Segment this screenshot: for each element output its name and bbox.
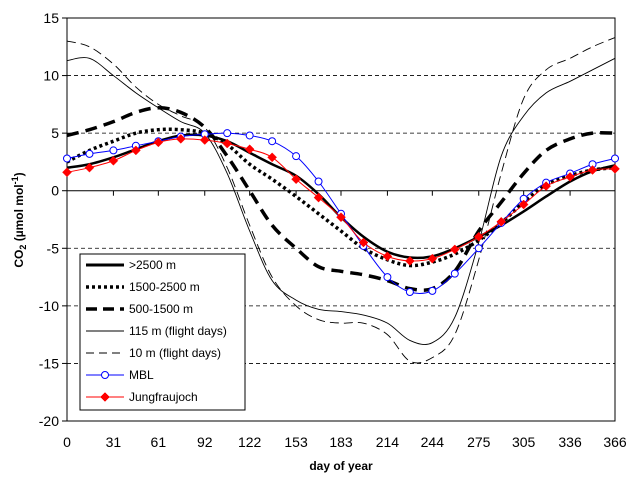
legend-item-1500-2500: 1500-2500 m [86, 280, 200, 294]
jungfraujoch-point [199, 135, 210, 145]
y-axis-title: CO2 (µmol mol-1) [10, 172, 28, 267]
y-tick-label: -20 [39, 413, 59, 429]
x-axis-title: day of year [309, 459, 373, 473]
jungfraujoch-point [291, 174, 301, 185]
jungfraujoch-point [449, 244, 460, 255]
y-tick-label: 5 [51, 125, 59, 141]
legend-marker-mbl [101, 371, 109, 379]
mbl-point [223, 129, 232, 138]
mbl-point [268, 137, 277, 146]
mbl-point [405, 288, 414, 297]
jungfraujoch-point [84, 162, 95, 173]
y-tick-label: -15 [39, 355, 59, 371]
jungfraujoch-point [496, 216, 507, 227]
plot-border [66, 17, 616, 422]
y-axis-title-sup: -1 [10, 176, 20, 184]
x-tick-label: 122 [238, 434, 262, 450]
mbl-point [474, 244, 483, 253]
x-tick-label: 336 [558, 434, 582, 450]
y-axis-title-rest: (µmol mol [12, 184, 26, 244]
jungfraujoch-point [587, 165, 598, 175]
mbl-point [428, 286, 437, 295]
x-tick-label: 153 [284, 434, 308, 450]
x-tick-label: 305 [512, 434, 536, 450]
legend-label-jungfraujoch: Jungfraujoch [129, 390, 198, 404]
jungfraujoch-point [358, 237, 369, 248]
mbl-point [245, 131, 254, 140]
x-tick-label: 92 [197, 434, 213, 450]
jungfraujoch-point [222, 138, 233, 149]
x-tick-label: 0 [63, 434, 71, 450]
legend-item-115m: 115 m (flight days) [86, 324, 227, 338]
y-axis-title-main: CO [12, 250, 26, 268]
y-tick-label: 15 [43, 10, 59, 26]
legend-item-jungfraujoch: Jungfraujoch [86, 390, 198, 404]
y-tick-label: 0 [51, 183, 59, 199]
jungfraujoch-point [610, 163, 620, 174]
y-axis-title-sub: 2 [18, 245, 28, 250]
y-axis-ticks: -20 -15 -10 -5 0 5 10 15 [39, 10, 67, 429]
series-line-3 [66, 57, 616, 345]
series-line-4 [66, 37, 616, 364]
jungfraujoch-point [175, 134, 186, 144]
jungfraujoch-point [541, 181, 551, 191]
mbl-point [611, 154, 619, 163]
y-axis-title-close: ) [12, 172, 26, 176]
x-tick-label: 61 [151, 434, 167, 450]
mbl-point [292, 152, 301, 161]
legend-item-gt2500: >2500 m [86, 258, 176, 272]
legend-label-10m: 10 m (flight days) [129, 346, 221, 360]
jungfraujoch-point [518, 199, 529, 210]
mbl-point [314, 177, 323, 186]
mbl-point [85, 149, 94, 158]
y-tick-label: -5 [47, 240, 60, 256]
x-tick-label: 275 [467, 434, 491, 450]
legend-marker-jungfraujoch [100, 392, 110, 402]
jungfraujoch-point [473, 231, 484, 242]
x-tick-label: 183 [329, 434, 353, 450]
jungfraujoch-point [427, 253, 438, 264]
jungfraujoch-point [108, 155, 119, 166]
x-tick-label: 214 [376, 434, 400, 450]
jungfraujoch-point [267, 152, 277, 163]
legend-box [79, 253, 246, 411]
legend-label-500-1500: 500-1500 m [129, 302, 193, 316]
legend-label-115m: 115 m (flight days) [129, 324, 227, 338]
legend-label-1500-2500: 1500-2500 m [129, 280, 200, 294]
jungfraujoch-point [382, 251, 393, 262]
jungfraujoch-point [313, 192, 324, 203]
jungfraujoch-point [565, 172, 575, 182]
jungfraujoch-point [131, 145, 141, 156]
legend-label-gt2500: >2500 m [129, 258, 176, 272]
legend-item-500-1500: 500-1500 m [86, 302, 193, 316]
y-tick-label: -10 [39, 298, 59, 314]
jungfraujoch-point [153, 137, 164, 148]
mbl-point [450, 269, 459, 278]
legend-label-mbl: MBL [129, 368, 154, 382]
jungfraujoch-point [244, 144, 255, 155]
jungfraujoch-point [336, 212, 346, 223]
y-tick-label: 10 [43, 68, 59, 84]
legend-item-mbl: MBL [86, 368, 154, 382]
mbl-point [63, 154, 71, 163]
legend: >2500 m 1500-2500 m 500-1500 m 115 m (fl… [79, 253, 246, 411]
series-lines [62, 37, 620, 364]
legend-item-10m: 10 m (flight days) [86, 346, 221, 360]
x-tick-label: 244 [421, 434, 445, 450]
mbl-point [109, 146, 118, 155]
jungfraujoch-point [62, 167, 72, 178]
mbl-point [383, 273, 392, 282]
x-axis-ticks: 0 31 61 92 122 153 183 214 244 275 305 336 366 [63, 190, 627, 450]
jungfraujoch-point [405, 256, 415, 266]
x-tick-label: 366 [603, 434, 627, 450]
x-tick-label: 31 [106, 434, 122, 450]
